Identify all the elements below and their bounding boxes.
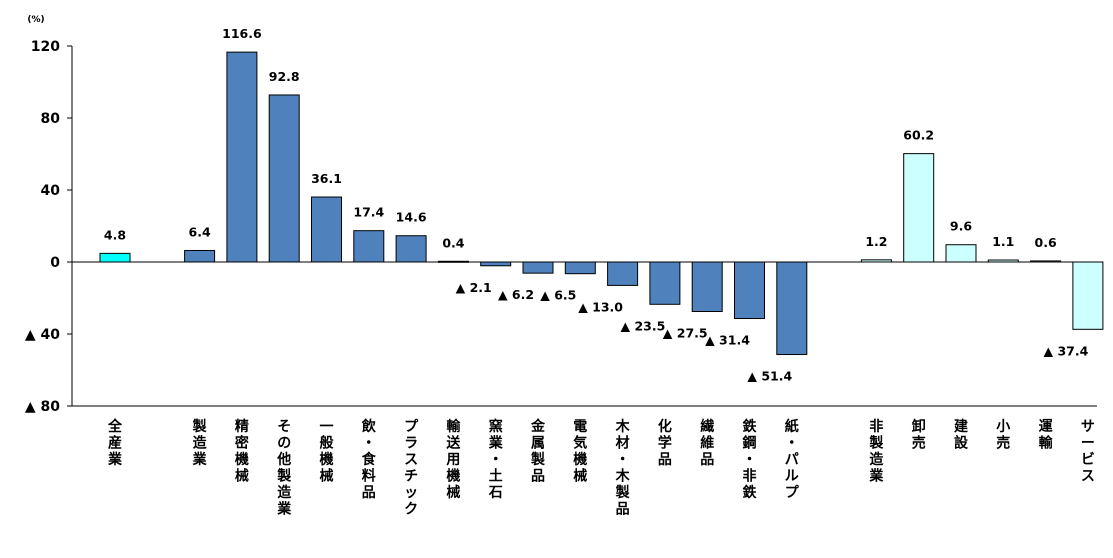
data-label: 4.8 [104, 227, 126, 242]
data-label: 14.6 [396, 210, 427, 225]
bar [1030, 260, 1062, 263]
category-label: 紙・パルプ [785, 418, 800, 501]
category-label: 小売 [996, 419, 1010, 452]
data-label: ▲ 6.2 [498, 287, 534, 302]
data-label: 1.2 [865, 234, 887, 249]
bar [564, 261, 596, 275]
category-label: 輸送用機械 [445, 418, 461, 501]
y-tick-label: 80 [41, 111, 61, 127]
category-label: 繊維品 [700, 418, 714, 468]
data-label: 92.8 [269, 69, 300, 84]
y-tick-label: ▲ 80 [25, 399, 60, 415]
bar [945, 244, 977, 263]
category-label: 電気機械 [573, 418, 587, 485]
category-label: プラスチック [404, 419, 419, 518]
category-label: 精密機械 [234, 418, 249, 485]
category-label: 運輸 [1039, 419, 1054, 452]
category-label: 製造業 [192, 418, 208, 468]
data-label: ▲ 51.4 [747, 369, 792, 384]
category-label: その他製造業 [276, 419, 292, 518]
category-label: 窯業・土石 [488, 418, 504, 501]
data-label: 36.1 [311, 171, 342, 186]
data-label: ▲ 31.4 [705, 333, 750, 348]
data-label: ▲ 2.1 [456, 280, 492, 295]
data-label: 6.4 [189, 224, 211, 239]
bar [607, 261, 639, 286]
bar [903, 153, 935, 263]
bar [691, 261, 723, 312]
category-label: 卸売 [912, 418, 926, 452]
y-tick-label: 120 [31, 39, 60, 55]
y-tick-label: 0 [50, 255, 60, 271]
category-label: 建設 [954, 418, 969, 452]
bar [437, 260, 469, 263]
data-label: 0.4 [442, 235, 464, 250]
data-label: ▲ 13.0 [578, 299, 623, 314]
category-label: 非製造業 [868, 418, 884, 485]
bar [480, 261, 512, 267]
bar [353, 230, 385, 263]
data-label: 0.6 [1035, 235, 1057, 250]
data-label: 1.1 [992, 234, 1014, 249]
data-label: 9.6 [950, 219, 972, 234]
category-label: サービス [1081, 419, 1095, 485]
data-label: ▲ 6.5 [540, 288, 576, 303]
bar [860, 259, 892, 263]
category-label: 飲・食料品 [361, 418, 377, 501]
y-tick-label: 40 [41, 183, 61, 199]
bar [1072, 261, 1104, 330]
category-label: 鉄鋼・非鉄 [742, 418, 758, 501]
category-label: 全産業 [107, 418, 123, 468]
category-label: 一般機械 [320, 419, 334, 485]
data-label: ▲ 27.5 [663, 326, 708, 341]
bar [734, 261, 765, 320]
data-label: 116.6 [222, 26, 262, 41]
data-label: ▲ 23.5 [620, 318, 665, 333]
category-label: 金属製品 [530, 418, 546, 485]
bar [522, 261, 554, 274]
bar [649, 261, 681, 305]
data-label: ▲ 37.4 [1043, 343, 1088, 358]
y-axis-unit-label: (%) [27, 15, 44, 25]
bar [184, 249, 216, 263]
bar [99, 252, 131, 263]
bar [311, 196, 342, 263]
bar [268, 94, 300, 263]
y-tick-label: ▲ 40 [25, 327, 60, 343]
bar [987, 259, 1019, 263]
bar [226, 51, 258, 263]
data-label: 17.4 [353, 205, 384, 220]
category-label: 化学品 [658, 418, 672, 468]
bar [395, 235, 427, 263]
data-label: 60.2 [903, 128, 934, 143]
category-label: 木材・木製品 [615, 418, 631, 518]
bar [776, 261, 808, 356]
